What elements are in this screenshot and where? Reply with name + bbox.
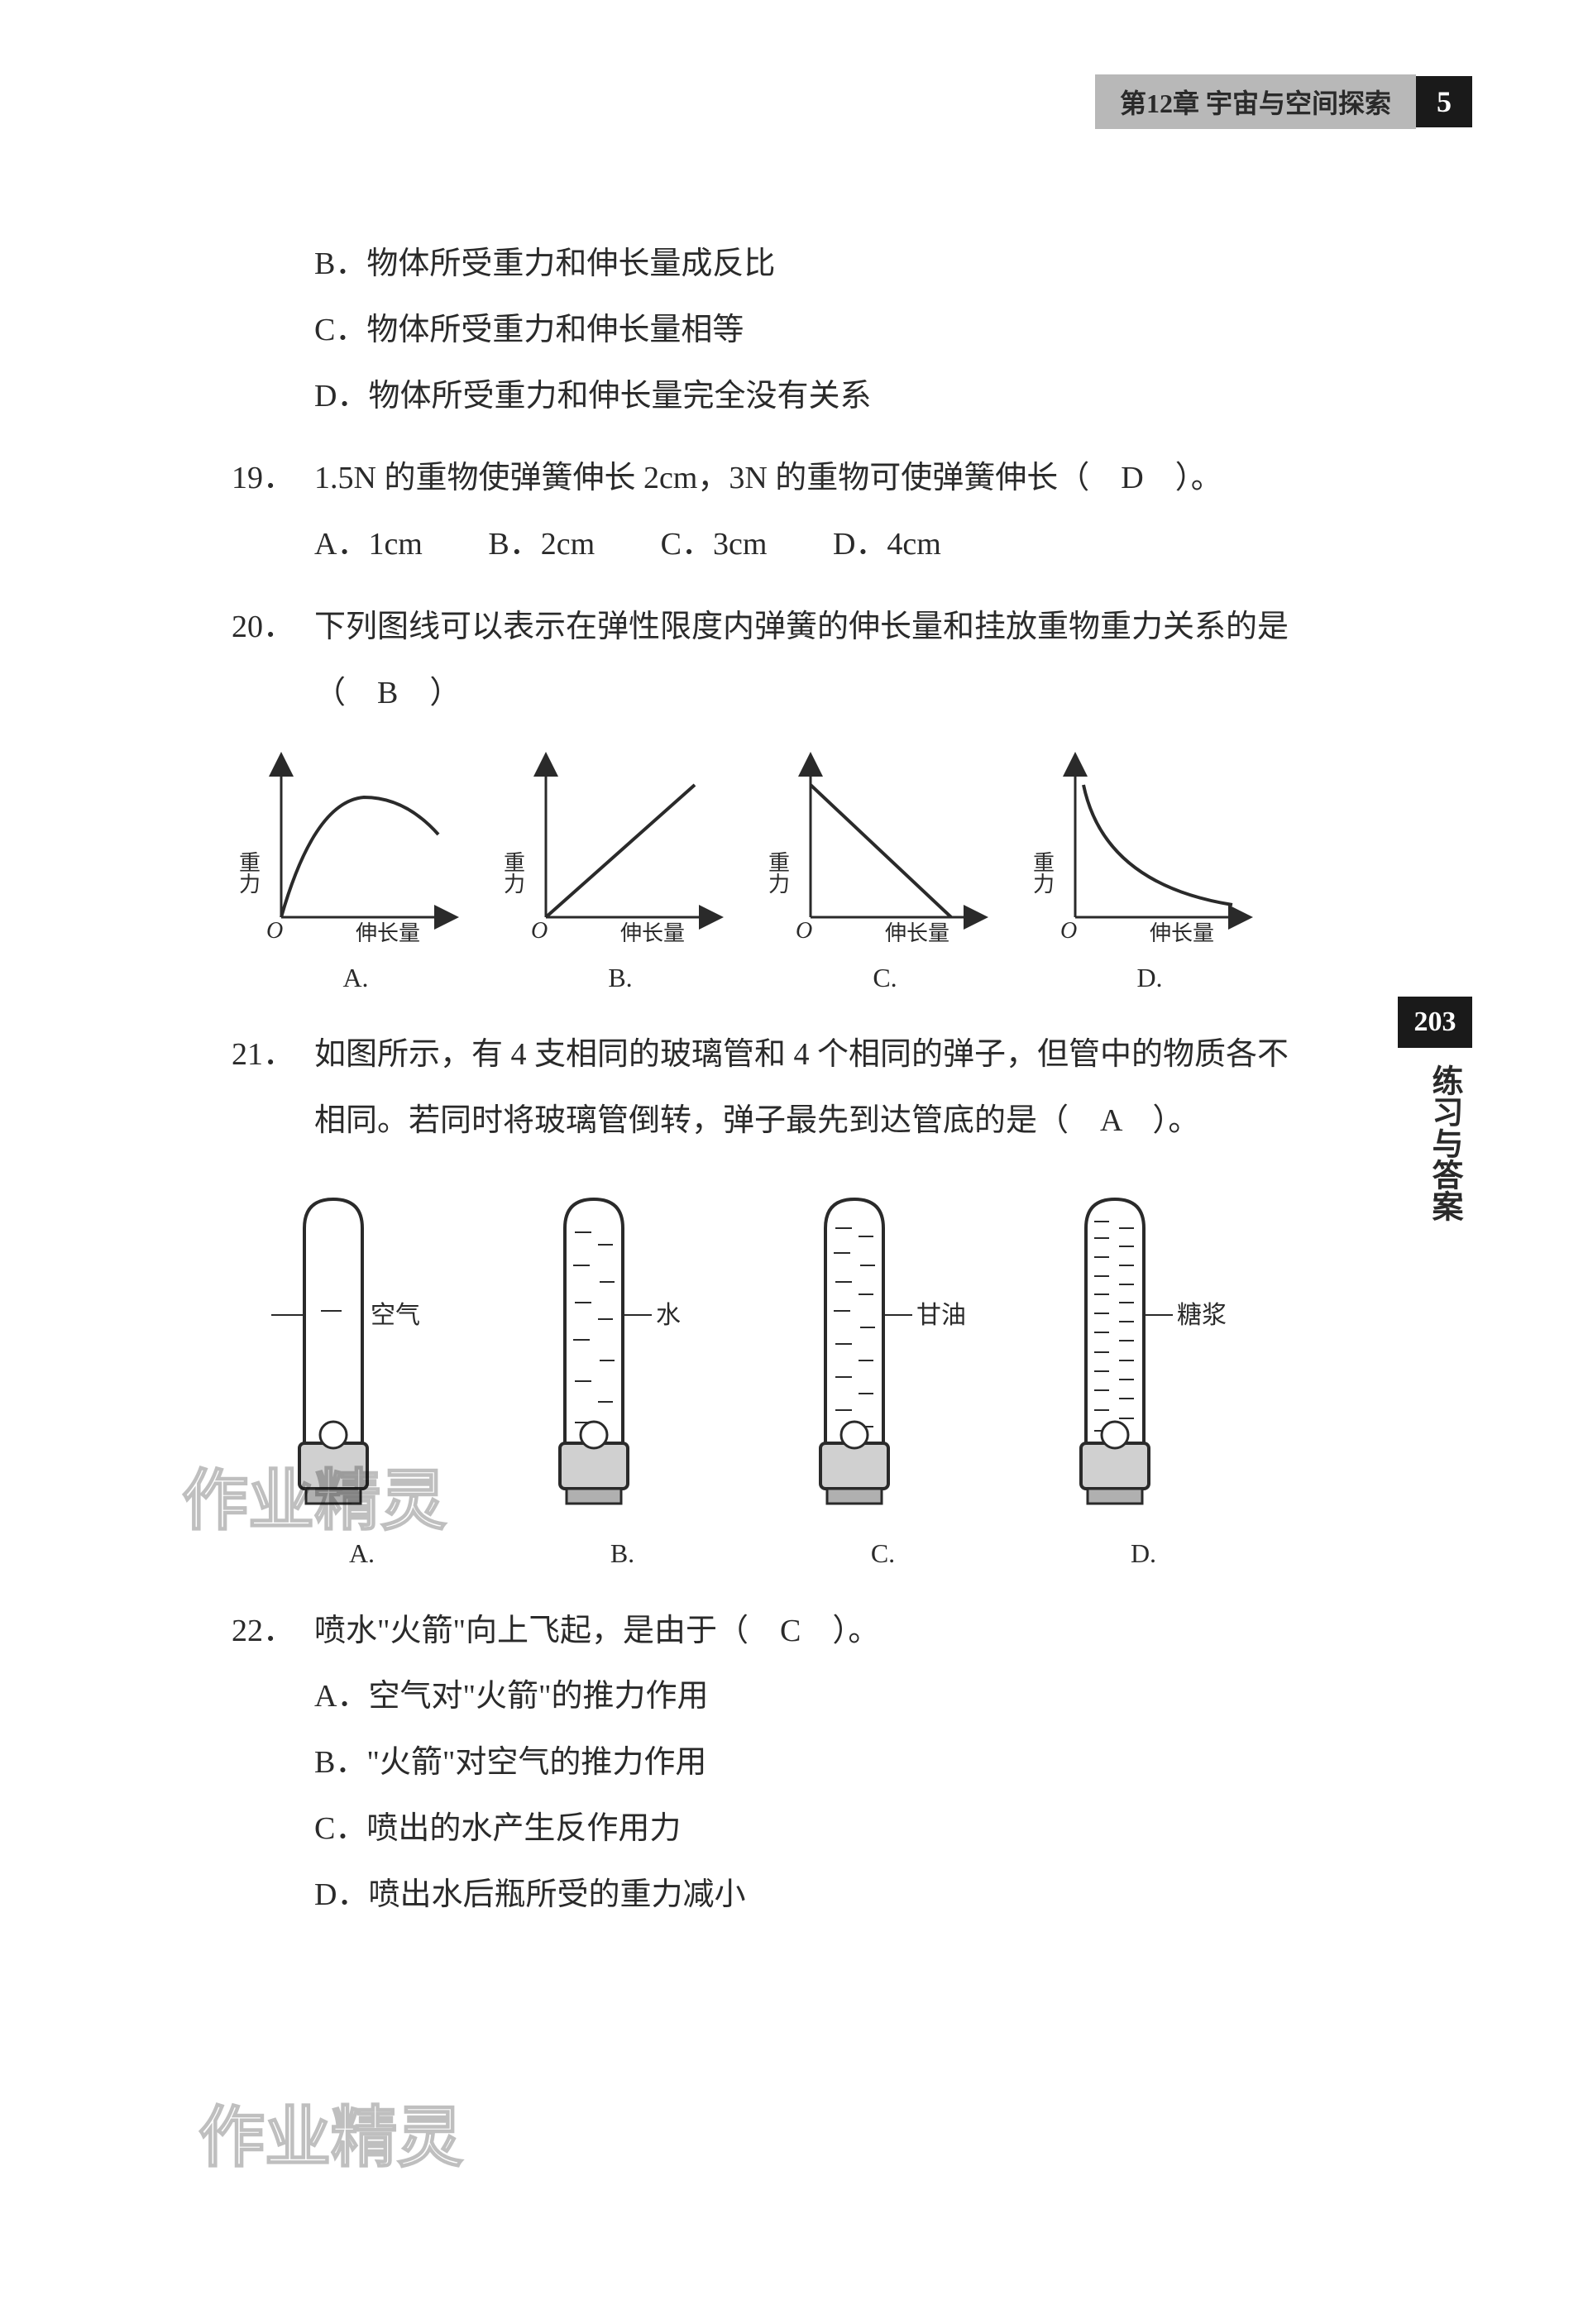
page-number-top: 5 <box>1416 76 1472 127</box>
q20-graph-row: 重力 O 伸长量 A. 重力 O 伸长量 B. 重力 O <box>232 752 1274 1006</box>
graph-a-label: A. <box>232 950 480 1006</box>
tube-d: 糖浆 D. <box>1028 1187 1260 1581</box>
q18-option-b: B．物体所受重力和伸长量成反比 <box>232 232 1307 298</box>
tube-d-label: D. <box>1028 1526 1260 1581</box>
graph-b: 重力 O 伸长量 B. <box>496 752 744 1006</box>
chapter-title: 第12章 宇宙与空间探索 <box>1095 74 1416 129</box>
graph-d-label: D. <box>1026 950 1274 1006</box>
graph-b-ylabel: 重力 <box>501 850 525 893</box>
question-19: 19． 1.5N 的重物使弹簧伸长 2cm，3N 的重物可使弹簧伸长（ D ）。… <box>232 446 1307 578</box>
page-content: B．物体所受重力和伸长量成反比 C．物体所受重力和伸长量相等 D．物体所受重力和… <box>232 232 1307 1929</box>
graph-b-svg: 重力 O 伸长量 <box>496 752 728 942</box>
q21-number: 21． <box>232 1022 314 1155</box>
q19-text: 1.5N 的重物使弹簧伸长 2cm，3N 的重物可使弹簧伸长（ D ）。 <box>314 446 1307 512</box>
tube-a-content: 空气 <box>371 1302 420 1329</box>
q22-number: 22． <box>232 1599 314 1929</box>
graph-c-xlabel: 伸长量 <box>885 921 949 942</box>
watermark-1: 作业精灵 <box>182 1447 447 1543</box>
question-22: 22． 喷水"火箭"向上飞起，是由于（ C ）。 A．空气对"火箭"的推力作用 … <box>232 1599 1307 1929</box>
tube-c: 甘油 C. <box>768 1187 999 1581</box>
watermark-2: 作业精灵 <box>198 2084 463 2180</box>
graph-d-xlabel: 伸长量 <box>1150 921 1214 942</box>
q19-opt-d: D．4cm <box>833 527 941 562</box>
graph-a-svg: 重力 O 伸长量 <box>232 752 463 942</box>
question-21: 21． 如图所示，有 4 支相同的玻璃管和 4 个相同的弹子，但管中的物质各不相… <box>232 1022 1307 1155</box>
q22-opt-c: C．喷出的水产生反作用力 <box>314 1796 1307 1863</box>
q18-option-c: C．物体所受重力和伸长量相等 <box>232 298 1307 364</box>
side-section-label: 练习与答案 <box>1398 1048 1472 1238</box>
graph-c: 重力 O 伸长量 C. <box>761 752 1009 1006</box>
q19-opt-b: B．2cm <box>488 527 595 562</box>
tube-d-content: 糖浆 <box>1177 1302 1227 1329</box>
graph-a-origin: O <box>266 918 283 942</box>
tube-b: 水 B. <box>507 1187 739 1581</box>
tube-b-label: B. <box>507 1526 739 1581</box>
graph-b-xlabel: 伸长量 <box>620 921 685 942</box>
tube-d-svg: 糖浆 <box>1028 1187 1227 1518</box>
graph-d-origin: O <box>1060 918 1077 942</box>
tube-c-svg: 甘油 <box>768 1187 966 1518</box>
graph-d-svg: 重力 O 伸长量 <box>1026 752 1257 942</box>
graph-a-xlabel: 伸长量 <box>356 921 420 942</box>
q22-text: 喷水"火箭"向上飞起，是由于（ C ）。 <box>314 1599 1307 1665</box>
q22-opt-d: D．喷出水后瓶所受的重力减小 <box>314 1863 1307 1929</box>
graph-d: 重力 O 伸长量 D. <box>1026 752 1274 1006</box>
question-20: 20． 下列图线可以表示在弹性限度内弹簧的伸长量和挂放重物重力关系的是（ B ） <box>232 595 1307 727</box>
tube-b-svg: 水 <box>507 1187 706 1518</box>
chapter-header: 第12章 宇宙与空间探索 5 <box>1095 74 1472 129</box>
graph-c-label: C. <box>761 950 1009 1006</box>
q20-number: 20． <box>232 595 314 727</box>
q21-text: 如图所示，有 4 支相同的玻璃管和 4 个相同的弹子，但管中的物质各不相同。若同… <box>314 1022 1307 1155</box>
graph-a-ylabel: 重力 <box>237 850 261 893</box>
graph-b-label: B. <box>496 950 744 1006</box>
q22-opt-b: B．"火箭"对空气的推力作用 <box>314 1730 1307 1796</box>
tube-c-content: 甘油 <box>916 1302 966 1329</box>
side-page-number: 203 <box>1398 997 1472 1048</box>
q22-opt-a: A．空气对"火箭"的推力作用 <box>314 1664 1307 1730</box>
tube-b-content: 水 <box>656 1302 681 1329</box>
q20-text: 下列图线可以表示在弹性限度内弹簧的伸长量和挂放重物重力关系的是（ B ） <box>314 595 1307 727</box>
side-tab: 203 练习与答案 <box>1398 997 1472 1238</box>
q19-opt-c: C．3cm <box>661 527 768 562</box>
q19-number: 19． <box>232 446 314 578</box>
q19-opt-a: A．1cm <box>314 527 423 562</box>
graph-d-ylabel: 重力 <box>1031 850 1055 893</box>
q18-option-d: D．物体所受重力和伸长量完全没有关系 <box>232 364 1307 430</box>
graph-a: 重力 O 伸长量 A. <box>232 752 480 1006</box>
q19-options: A．1cm B．2cm C．3cm D．4cm <box>314 512 1307 578</box>
tube-c-label: C. <box>768 1526 999 1581</box>
graph-c-ylabel: 重力 <box>766 850 790 893</box>
graph-c-origin: O <box>796 918 812 942</box>
graph-c-svg: 重力 O 伸长量 <box>761 752 992 942</box>
graph-b-origin: O <box>531 918 548 942</box>
